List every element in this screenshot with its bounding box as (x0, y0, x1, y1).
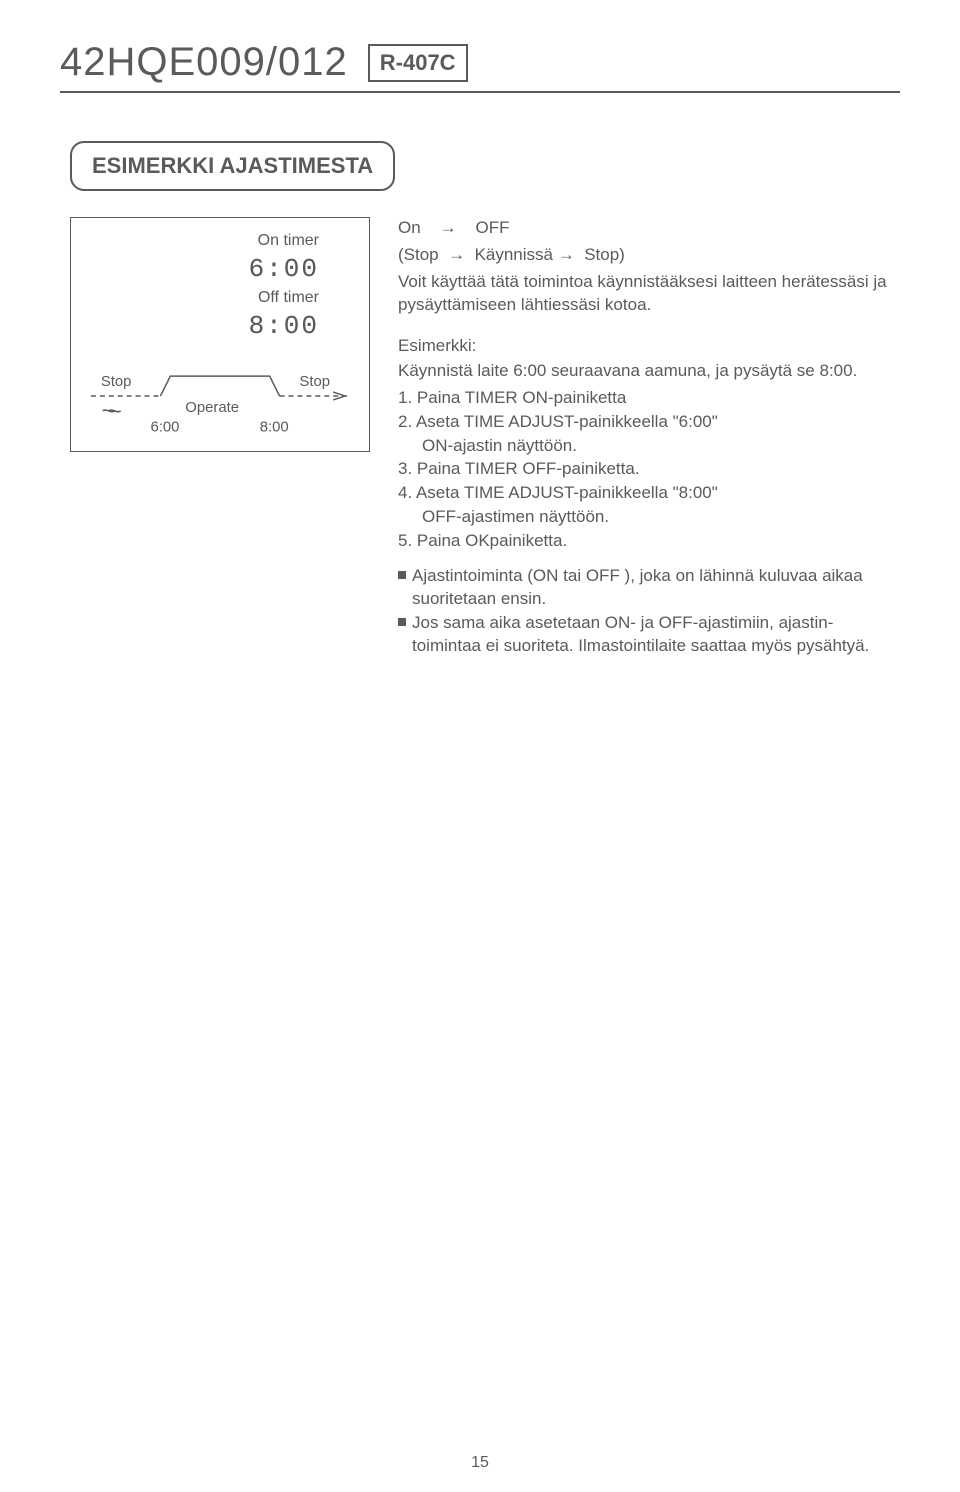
step-3: 3. Paina TIMER OFF-painiketta. (398, 458, 900, 481)
page-number: 15 (0, 1454, 960, 1472)
on-timer-label: On timer (258, 232, 319, 250)
bullet-1: Ajastintoiminta (ON tai OFF ), joka on l… (412, 565, 900, 611)
text-column: On → OFF (Stop → Käynnissä → Stop) Voit … (398, 217, 900, 659)
step-2b: ON-ajastin näyttöön. (398, 435, 900, 458)
steps-list: 1. Paina TIMER ON-painiketta 2. Aseta TI… (398, 387, 900, 554)
bullets: Ajastintoiminta (ON tai OFF ), joka on l… (398, 565, 900, 658)
intro-paragraph: Voit käyttää tätä toimintoa käynnistääks… (398, 271, 900, 317)
timing-svg: Stop Stop Operate 6:00 8:00 (81, 356, 359, 436)
section-title: ESIMERKKI AJASTIMESTA (70, 141, 395, 191)
step-2: 2. Aseta TIME ADJUST-painikkeella "6:00" (398, 411, 900, 434)
seq-stop2: Stop) (584, 245, 625, 264)
step-5: 5. Paina OKpainiketta. (398, 530, 900, 553)
stop-right-label: Stop (299, 374, 330, 390)
stop-sequence: (Stop → Käynnissä → Stop) (398, 244, 900, 267)
seq-running: Käynnissä (475, 245, 553, 264)
example-line: Käynnistä laite 6:00 seuraavana aamuna, … (398, 360, 900, 383)
header-rule (60, 91, 900, 93)
off-timer-value: 8:00 (249, 311, 319, 342)
bullet-1-row: Ajastintoiminta (ON tai OFF ), joka on l… (398, 565, 900, 611)
off-label: OFF (476, 218, 510, 237)
content-row: On timer 6:00 Off timer 8:00 Stop Stop O… (60, 217, 900, 659)
off-timer-value-line: 8:00 (81, 311, 319, 342)
square-bullet-icon (398, 618, 406, 626)
header-row: 42HQE009/012 R-407C (60, 40, 900, 85)
seq-stop1: (Stop (398, 245, 439, 264)
off-timer-line: Off timer (81, 289, 319, 307)
on-timer-line: On timer (81, 232, 319, 250)
bullet-2-row: Jos sama aika asetetaan ON- ja OFF-ajast… (398, 612, 900, 658)
off-timer-label: Off timer (258, 289, 319, 307)
stop-left-label: Stop (101, 374, 132, 390)
square-bullet-icon (398, 571, 406, 579)
operate-label: Operate (185, 400, 239, 416)
model-number: 42HQE009/012 (60, 40, 348, 85)
on-off-line: On → OFF (398, 217, 900, 240)
t2-label: 8:00 (260, 420, 289, 436)
timing-diagram: Stop Stop Operate 6:00 8:00 (81, 356, 359, 441)
arrow-icon: → (558, 244, 580, 267)
on-timer-value-line: 6:00 (81, 254, 319, 285)
on-label: On (398, 218, 421, 237)
refrigerant-badge: R-407C (368, 44, 468, 82)
bullet-2: Jos sama aika asetetaan ON- ja OFF-ajast… (412, 612, 900, 658)
example-heading: Esimerkki: (398, 335, 900, 358)
step-1: 1. Paina TIMER ON-painiketta (398, 387, 900, 410)
step-4b: OFF-ajastimen näyttöön. (398, 506, 900, 529)
arrow-icon: → (443, 244, 469, 267)
arrow-icon: → (425, 217, 470, 240)
timer-diagram-box: On timer 6:00 Off timer 8:00 Stop Stop O… (70, 217, 370, 452)
step-4: 4. Aseta TIME ADJUST-painikkeella "8:00" (398, 482, 900, 505)
on-timer-value: 6:00 (249, 254, 319, 285)
pulse-path (160, 376, 279, 396)
t1-label: 6:00 (151, 420, 180, 436)
